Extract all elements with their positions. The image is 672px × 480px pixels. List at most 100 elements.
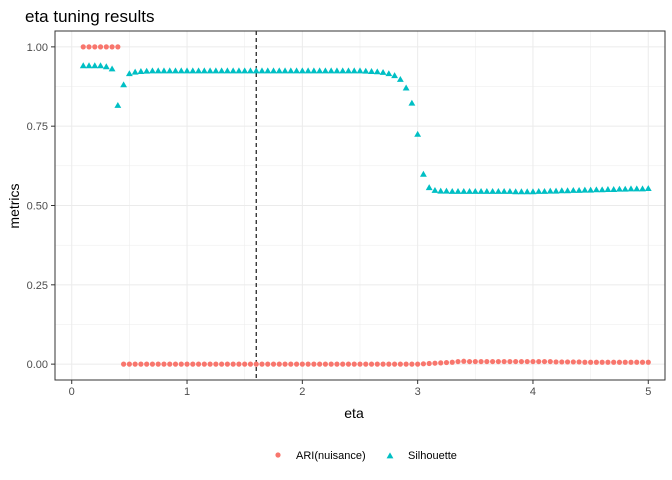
data-point — [466, 358, 473, 365]
data-point — [420, 170, 427, 177]
data-point — [518, 358, 525, 365]
data-point — [293, 361, 300, 367]
data-point — [149, 67, 156, 74]
data-point — [178, 361, 184, 367]
data-point — [114, 101, 122, 108]
data-point — [80, 44, 86, 50]
data-point — [472, 358, 478, 365]
data-point — [415, 361, 421, 367]
data-point — [103, 44, 109, 50]
data-point — [386, 361, 392, 367]
data-point — [524, 358, 530, 365]
data-point — [120, 81, 128, 88]
data-point — [616, 359, 623, 365]
data-point — [189, 67, 197, 74]
data-point — [253, 361, 259, 367]
data-point — [230, 361, 236, 367]
series-ari-nuisance — [80, 44, 651, 367]
data-point — [494, 187, 502, 194]
data-point — [426, 360, 432, 367]
data-point — [495, 358, 501, 365]
data-point — [385, 70, 393, 77]
data-point — [593, 359, 599, 365]
data-point — [420, 361, 427, 367]
data-point — [200, 67, 208, 74]
data-point — [610, 186, 618, 192]
data-point — [224, 361, 230, 367]
data-point — [379, 68, 387, 75]
data-point — [195, 67, 202, 74]
x-tick-label: 5 — [645, 386, 651, 398]
data-point — [328, 361, 334, 367]
plot-area — [55, 31, 665, 380]
data-point — [247, 361, 254, 367]
data-point — [380, 361, 386, 367]
data-point — [258, 67, 266, 74]
data-point — [177, 67, 185, 74]
data-point — [500, 187, 508, 194]
data-point — [408, 99, 416, 106]
data-point — [102, 63, 110, 70]
legend-label-ari-nuisance: ARI(nuisance) — [296, 450, 366, 462]
data-point — [559, 359, 565, 365]
data-point — [293, 67, 300, 74]
data-point — [321, 67, 329, 74]
data-point — [213, 361, 219, 367]
data-point — [461, 358, 467, 364]
data-point — [541, 187, 548, 194]
data-point — [304, 67, 312, 74]
data-point — [484, 358, 490, 365]
data-point — [397, 361, 403, 367]
data-point — [79, 62, 87, 69]
data-point — [357, 361, 363, 367]
data-point — [627, 185, 635, 192]
data-point — [368, 361, 375, 367]
data-point — [206, 67, 214, 74]
data-point — [183, 67, 191, 74]
data-point — [265, 361, 271, 367]
axes: 0 1 2 3 4 5 0.00 0.25 0.50 0.75 1.00 — [27, 30, 666, 398]
data-point — [477, 187, 485, 194]
data-point — [605, 359, 611, 365]
data-point — [432, 360, 438, 366]
data-point — [588, 359, 594, 365]
data-point — [351, 361, 357, 367]
data-point — [276, 361, 282, 367]
data-point — [575, 186, 583, 193]
data-point — [536, 358, 542, 365]
data-point — [403, 361, 409, 367]
x-tick-label: 0 — [69, 386, 75, 398]
data-point — [317, 361, 323, 367]
data-marks — [79, 31, 652, 380]
data-point — [85, 62, 93, 69]
data-point — [621, 185, 629, 192]
data-point — [490, 358, 496, 365]
data-point — [546, 187, 554, 194]
data-point — [564, 359, 571, 365]
data-point — [241, 67, 249, 74]
data-point — [622, 359, 628, 365]
data-point — [108, 65, 116, 72]
data-point — [443, 187, 450, 194]
data-point — [552, 187, 560, 194]
data-point — [91, 62, 99, 69]
data-point — [345, 361, 352, 367]
data-point — [374, 361, 380, 367]
data-point — [298, 67, 306, 74]
data-point — [564, 187, 571, 194]
data-point — [340, 361, 346, 367]
data-point — [553, 359, 559, 365]
y-tick-label: 0.50 — [27, 201, 48, 213]
data-point — [455, 358, 461, 365]
data-point — [513, 358, 519, 365]
data-point — [334, 361, 340, 367]
data-point — [535, 187, 543, 194]
data-point — [316, 67, 324, 74]
x-tick-label: 2 — [299, 386, 305, 398]
data-point — [223, 67, 231, 74]
data-point — [97, 44, 104, 50]
data-point — [305, 361, 311, 367]
data-point — [507, 358, 513, 365]
data-point — [644, 185, 652, 192]
legend-key-silhouette — [386, 452, 394, 459]
